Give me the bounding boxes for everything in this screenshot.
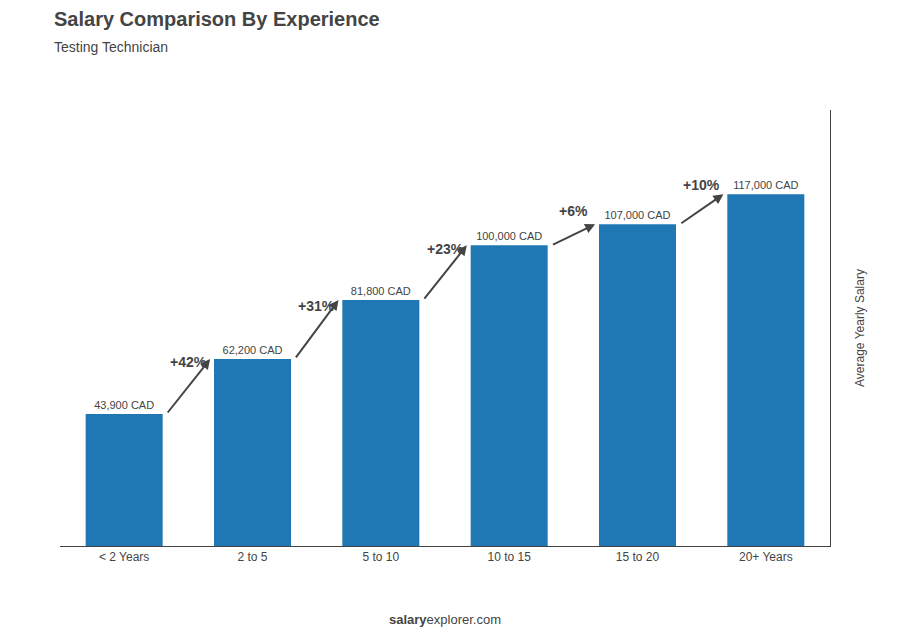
svg-text:81,800 CAD: 81,800 CAD xyxy=(351,285,411,297)
svg-text:salaryexplorer.com: salaryexplorer.com xyxy=(389,612,501,627)
svg-text:+31%: +31% xyxy=(298,298,335,314)
svg-text:< 2 Years: < 2 Years xyxy=(99,550,149,564)
svg-text:107,000 CAD: 107,000 CAD xyxy=(604,209,670,221)
svg-text:Salary Comparison By Experienc: Salary Comparison By ExperienceTesting T… xyxy=(54,8,380,55)
svg-text:+42%: +42% xyxy=(170,354,207,370)
svg-text:100,000 CAD: 100,000 CAD xyxy=(476,230,542,242)
svg-text:117,000 CAD: 117,000 CAD xyxy=(733,179,798,191)
svg-text:15 to 20: 15 to 20 xyxy=(616,550,660,564)
svg-text:10 to 15: 10 to 15 xyxy=(487,550,531,564)
svg-text:Average Yearly Salary: Average Yearly Salary xyxy=(853,269,867,387)
svg-text:62,200 CAD: 62,200 CAD xyxy=(223,344,283,356)
svg-text:+10%: +10% xyxy=(683,177,720,193)
svg-text:2 to 5: 2 to 5 xyxy=(237,550,267,564)
svg-text:+23%: +23% xyxy=(427,241,464,257)
svg-text:+6%: +6% xyxy=(559,203,588,219)
svg-text:20+ Years: 20+ Years xyxy=(739,550,793,564)
svg-text:43,900 CAD: 43,900 CAD xyxy=(94,399,154,411)
svg-text:5 to 10: 5 to 10 xyxy=(362,550,399,564)
